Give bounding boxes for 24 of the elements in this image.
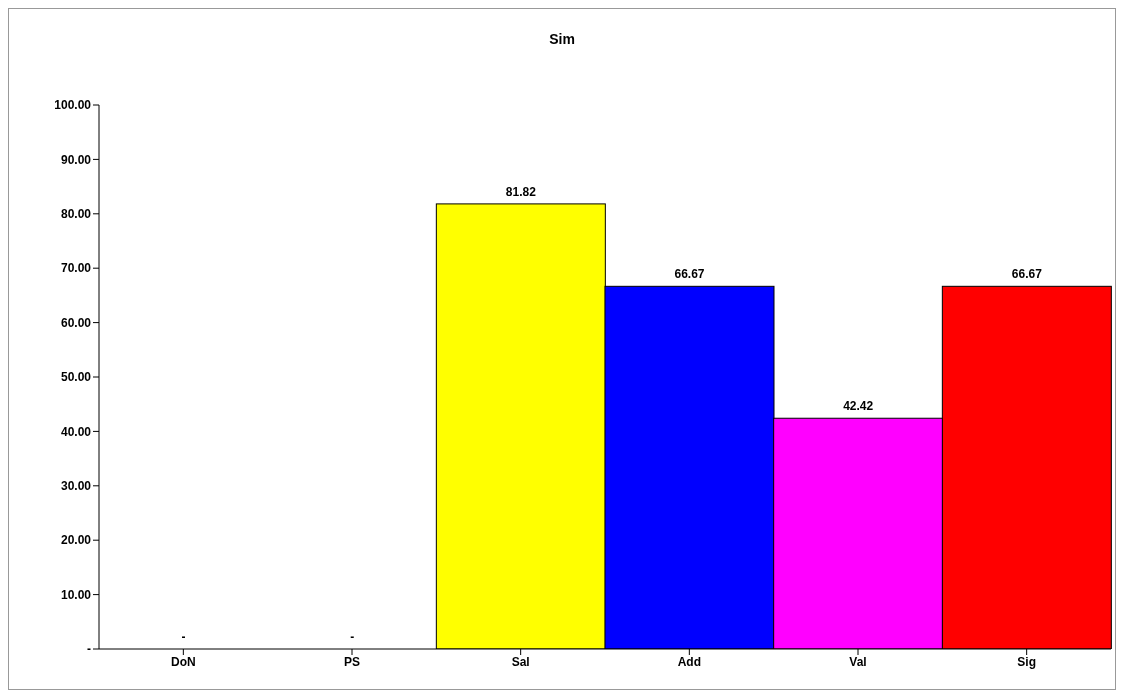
chart-title: Sim	[548, 31, 576, 47]
y-tick-label: 10.00	[60, 587, 92, 602]
x-tick-label: Add	[677, 654, 701, 669]
y-tick-label: -	[87, 642, 91, 657]
x-tick-label: PS	[343, 654, 361, 669]
data-label: 66.67	[1011, 267, 1043, 282]
x-tick-label: Sig	[1017, 654, 1036, 669]
y-tick-label: 30.00	[60, 479, 92, 494]
x-tick-label: DoN	[171, 654, 196, 669]
data-label: -	[350, 630, 355, 644]
y-tick-label: 40.00	[60, 424, 92, 439]
y-tick-label: 100.00	[54, 98, 92, 113]
data-label: 42.42	[843, 399, 874, 414]
y-tick-label: 90.00	[60, 152, 92, 167]
x-tick-label: Val	[849, 654, 867, 669]
data-label: 66.67	[674, 267, 705, 282]
y-tick-label: 20.00	[60, 533, 92, 548]
y-tick-label: 70.00	[60, 261, 92, 276]
y-tick-label: 80.00	[60, 207, 92, 222]
x-tick-label: Sal	[511, 654, 530, 669]
data-label: -	[181, 630, 186, 644]
y-tick-label: 60.00	[60, 315, 92, 330]
y-tick-label: 50.00	[60, 370, 92, 385]
data-label: 81.82	[505, 184, 537, 199]
